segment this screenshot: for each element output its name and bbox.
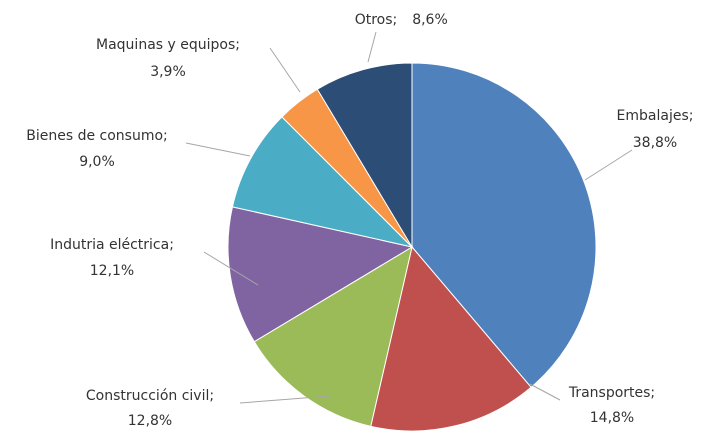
slice-value: 9,0%	[79, 154, 115, 170]
leader-line	[584, 149, 633, 181]
slice-label: Construcción civil;	[86, 388, 214, 404]
slice-value: 12,1%	[90, 263, 134, 279]
leader-line	[269, 47, 301, 93]
slice-value: 12,8%	[128, 413, 172, 429]
slice-value: 38,8%	[633, 135, 677, 151]
pie-slice	[370, 245, 532, 432]
slice-value: 3,9%	[150, 64, 186, 80]
leader-line	[185, 142, 251, 157]
leader-line	[203, 251, 259, 286]
leader-line	[367, 31, 377, 63]
slice-label: Maquinas y equipos;	[96, 37, 240, 53]
leader-line	[239, 395, 331, 404]
slice-label: Otros;	[355, 12, 398, 28]
slice-value: 8,6%	[412, 12, 448, 28]
slice-label: Transportes;	[568, 385, 655, 401]
leader-line	[529, 383, 561, 401]
slice-label: Indutria eléctrica;	[50, 237, 174, 253]
pie-slice	[227, 206, 414, 343]
slice-value: 14,8%	[590, 410, 634, 426]
pie-slice	[253, 245, 413, 427]
slice-label: Embalajes;	[617, 108, 694, 124]
slice-label: Bienes de consumo;	[26, 128, 168, 144]
pie-slice	[411, 62, 597, 388]
pie-slice	[231, 116, 414, 248]
pie-slice	[316, 62, 413, 249]
